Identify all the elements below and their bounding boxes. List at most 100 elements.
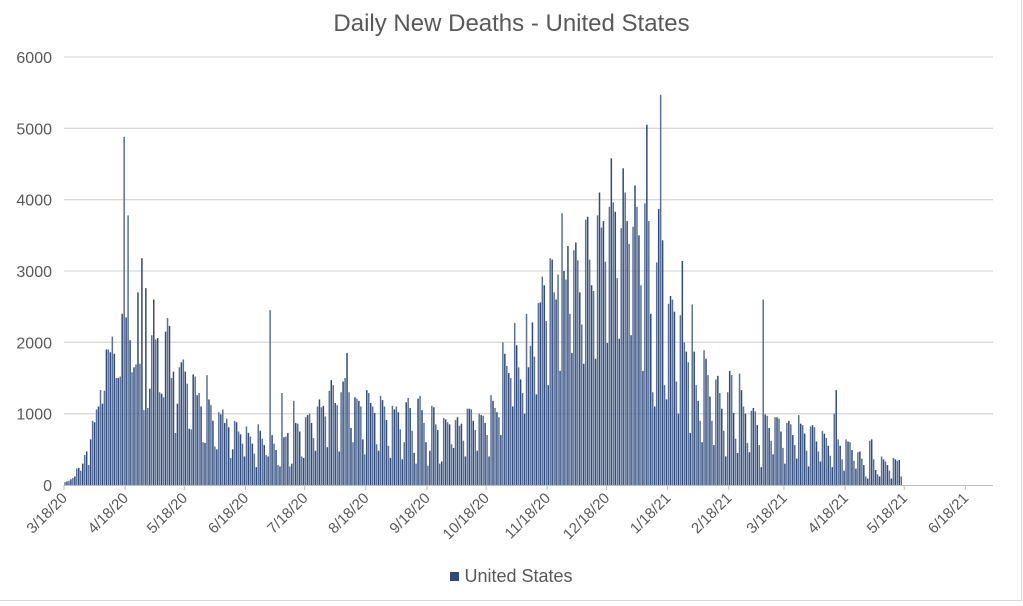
bar <box>460 423 463 485</box>
bar <box>602 221 605 486</box>
bar <box>68 480 70 485</box>
bar <box>608 206 611 486</box>
bar <box>681 261 684 485</box>
y-tick-label: 0 <box>43 478 52 495</box>
bar <box>263 445 265 485</box>
bar <box>314 450 317 485</box>
bar <box>326 447 329 485</box>
bar <box>391 405 394 485</box>
bar <box>417 398 419 485</box>
bar <box>543 285 546 485</box>
bar <box>569 313 571 485</box>
y-tick-label: 6000 <box>16 50 52 67</box>
bar <box>693 351 695 485</box>
bar <box>724 456 727 485</box>
chart-title: Daily New Deaths - United States <box>333 10 690 37</box>
bar <box>306 415 309 485</box>
bar <box>748 452 751 485</box>
bar <box>222 409 224 485</box>
bar <box>480 415 482 485</box>
bar <box>298 431 301 485</box>
bar <box>143 410 145 485</box>
bar <box>85 451 88 485</box>
legend-label: United States <box>464 566 573 586</box>
bar <box>545 320 548 485</box>
bar <box>610 158 613 485</box>
bar <box>164 331 167 485</box>
bar <box>111 336 114 485</box>
bar <box>425 442 427 485</box>
bar <box>448 424 451 485</box>
bar <box>784 463 786 485</box>
bar <box>634 185 636 485</box>
bar <box>180 362 183 485</box>
bar <box>107 349 110 485</box>
bar <box>318 399 321 485</box>
bar <box>354 397 356 485</box>
bar <box>892 457 895 485</box>
bar <box>295 422 297 485</box>
bar <box>535 394 538 485</box>
bar <box>269 310 271 485</box>
x-tick-label: 6/18/20 <box>205 490 252 537</box>
bar <box>346 353 348 485</box>
bar <box>788 420 790 485</box>
bar <box>573 250 575 485</box>
bar <box>83 455 86 485</box>
bar <box>805 450 808 485</box>
bar <box>204 442 206 485</box>
bar <box>590 285 593 485</box>
bar <box>746 442 749 485</box>
bar <box>521 392 524 485</box>
bar <box>685 351 688 485</box>
bar <box>389 457 392 485</box>
bar <box>604 261 607 485</box>
bar <box>778 418 780 485</box>
bar <box>648 221 650 486</box>
bar <box>237 431 240 485</box>
bar <box>151 335 153 485</box>
bar <box>650 313 652 485</box>
bar <box>247 432 250 485</box>
bar <box>241 443 244 485</box>
bar <box>320 407 323 485</box>
bar <box>379 395 382 485</box>
bar <box>413 452 415 485</box>
bar <box>196 395 198 485</box>
bar <box>360 406 362 485</box>
bar <box>642 370 644 485</box>
x-axis <box>63 485 993 490</box>
bar <box>874 470 877 485</box>
bar <box>894 459 897 485</box>
bar <box>296 423 299 485</box>
bar <box>113 353 116 485</box>
bar <box>687 362 690 485</box>
bar <box>334 402 336 485</box>
bar <box>586 216 589 485</box>
bar <box>567 246 569 485</box>
bar <box>172 371 175 485</box>
bar <box>490 395 492 485</box>
legend: United States <box>0 566 1023 587</box>
bar <box>695 385 697 485</box>
bar <box>366 390 368 485</box>
x-tick-label: 8/18/20 <box>325 490 372 537</box>
bar <box>663 385 666 485</box>
bar <box>819 461 822 485</box>
x-tick-label: 5/18/20 <box>144 490 191 537</box>
bar <box>446 422 449 485</box>
bar <box>484 422 486 485</box>
bar <box>381 400 384 485</box>
bar <box>624 192 626 486</box>
bar <box>689 432 691 485</box>
bar <box>364 454 366 485</box>
bar <box>235 422 238 485</box>
bar <box>584 219 587 485</box>
bar <box>472 420 475 485</box>
bar <box>537 303 540 485</box>
bar <box>147 407 149 485</box>
bar <box>807 466 810 485</box>
bar <box>561 213 563 485</box>
bar <box>726 392 729 485</box>
